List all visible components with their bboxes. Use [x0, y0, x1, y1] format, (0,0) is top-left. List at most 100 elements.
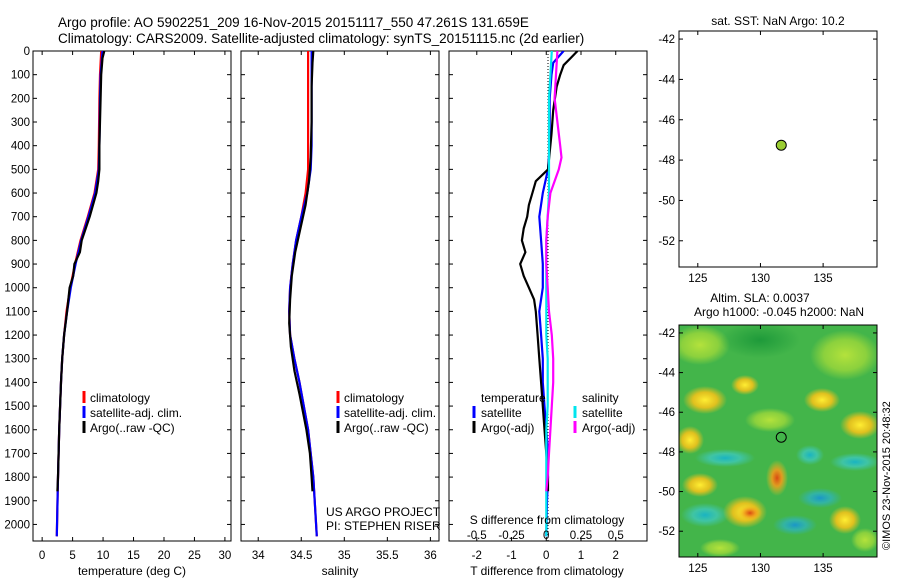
sla-heatmap	[679, 325, 877, 557]
depth-tick-label: 200	[11, 93, 30, 105]
difference-legend: temperature salinity satellite Argo(-adj…	[472, 391, 635, 435]
legend-label-t-satellite: satellite	[481, 406, 522, 420]
legend-label-argo: Argo(..raw -QC)	[344, 421, 429, 435]
lat-tick-label: -44	[658, 74, 675, 86]
depth-tick-label: 800	[11, 235, 30, 247]
difference-xlabel: T difference from climatology	[470, 564, 624, 578]
depth-tick-label: 1200	[4, 330, 30, 342]
lon-tick-label: 135	[814, 273, 833, 285]
lat-tick-label: -52	[658, 236, 675, 248]
x-tick-label: 34.5	[290, 550, 312, 562]
legend-label-climatology: climatology	[344, 391, 404, 405]
imos-watermark: ©IMOS 23-Nov-2015 20:48:32	[881, 401, 893, 550]
series-line-argo	[56, 51, 106, 492]
lat-tick-label: -42	[658, 34, 675, 46]
sst-map-title: sat. SST: NaN Argo: 10.2	[711, 14, 845, 28]
salinity-legend: climatology satellite-adj. clim. Argo(..…	[336, 391, 436, 435]
sst-map-panel: sat. SST: NaN Argo: 10.2 125 130 135 -42 -44…	[658, 14, 878, 285]
project-credit: US ARGO PROJECT	[326, 505, 441, 519]
depth-tick-label: 400	[11, 141, 30, 153]
temperature-x-axis: 0 5 10 15 20 25 30	[39, 51, 231, 562]
lon-tick-label: 125	[688, 563, 707, 575]
depth-tick-label: 1500	[4, 401, 30, 413]
depth-tick-label: 1600	[4, 425, 30, 437]
lat-tick-label: -46	[658, 115, 675, 127]
salinity-y-ticks	[241, 50, 439, 525]
temperature-lines	[55, 51, 106, 537]
x-tick-label: 5	[69, 550, 75, 562]
lat-tick-label: -44	[658, 368, 675, 380]
temperature-legend: climatology satellite-adj. clim. Argo(..…	[82, 391, 182, 435]
sla-map-ticks: 125 130 135 -42 -44 -46 -48 -50 -52	[658, 325, 877, 575]
legend-label-satellite: satellite-adj. clim.	[344, 406, 436, 420]
sla-map-subtitle: Argo h1000: -0.045 h2000: NaN	[694, 305, 864, 319]
series-line-argo	[288, 51, 315, 492]
x-tick-label: -2	[472, 550, 482, 562]
temperature-xlabel: temperature (deg C)	[78, 564, 186, 578]
lon-tick-label: 125	[688, 273, 707, 285]
depth-tick-label: 1700	[4, 448, 30, 460]
difference-y-ticks	[449, 50, 647, 525]
depth-tick-label: 1400	[4, 377, 30, 389]
header-line2: Climatology: CARS2009. Satellite-adjuste…	[58, 31, 584, 46]
series-line-s-argo	[545, 51, 563, 492]
legend-label-t-argo: Argo(-adj)	[481, 421, 534, 435]
x-tick-label: 1	[578, 550, 584, 562]
depth-tick-label: 1100	[5, 306, 30, 318]
temperature-panel: 0100200300400500600700800900100011001200…	[4, 46, 232, 578]
salinity-lines	[288, 51, 318, 537]
depth-tick-label: 900	[11, 259, 30, 271]
depth-tick-label: 1000	[4, 283, 30, 295]
salinity-difference-scale: -0.5 -0.25 0 0.25 0.5	[467, 530, 624, 542]
s-difference-label: S difference from climatology	[470, 513, 625, 527]
lon-tick-label: 135	[814, 563, 833, 575]
difference-panel: -2 -1 0 1 2 T difference from climatology S …	[448, 50, 648, 578]
depth-tick-label: 300	[11, 117, 30, 129]
x-tick-label: 25	[188, 550, 201, 562]
difference-lines	[519, 51, 579, 537]
sla-map-title: Altim. SLA: 0.0037	[710, 291, 810, 305]
float-position-ring	[775, 431, 787, 443]
depth-tick-label: 2000	[4, 519, 30, 531]
salinity-xlabel: salinity	[322, 564, 359, 578]
x-tick-label: 35.5	[376, 550, 398, 562]
series-line-s-satellite	[545, 51, 553, 537]
depth-tick-label: 500	[11, 164, 30, 176]
x-tick-label: 36	[424, 550, 437, 562]
legend-label-satellite: satellite-adj. clim.	[90, 406, 182, 420]
x-tick-label: 0	[543, 550, 549, 562]
legend-label-argo: Argo(..raw -QC)	[90, 421, 175, 435]
lat-tick-label: -48	[658, 447, 675, 459]
float-position-marker	[775, 139, 787, 151]
legend-title-salinity: salinity	[582, 391, 619, 405]
s-diff-tick-label: 0	[543, 530, 549, 542]
lat-tick-label: -50	[658, 195, 675, 207]
x-tick-label: -1	[506, 550, 516, 562]
depth-tick-label: 0	[24, 46, 30, 58]
lon-tick-label: 130	[751, 273, 770, 285]
depth-axis: 0 100 200 300 400 500 600 700 800 900 1000 1100 1200…	[4, 46, 231, 531]
difference-x-axis: -2 -1 0 1 2	[472, 51, 619, 562]
legend-label-climatology: climatology	[90, 391, 150, 405]
depth-tick-label: 1800	[4, 472, 30, 484]
lat-tick-label: -42	[658, 328, 675, 340]
salinity-x-axis: 34 34.5 35 35.5 36	[252, 51, 437, 562]
legend-label-s-argo: Argo(-adj)	[582, 421, 635, 435]
x-tick-label: 0	[39, 550, 45, 562]
legend-title-temperature: temperature	[481, 391, 546, 405]
sla-map-axes-box	[678, 324, 878, 558]
sla-map-panel: Altim. SLA: 0.0037 Argo h1000: -0.045 h2…	[658, 291, 893, 575]
x-tick-label: 10	[97, 550, 110, 562]
depth-tick-label: 600	[11, 188, 30, 200]
lat-tick-label: -46	[658, 407, 675, 419]
salinity-axes-box	[240, 50, 440, 542]
x-tick-label: 35	[338, 550, 351, 562]
lat-tick-label: -50	[658, 487, 675, 499]
salinity-panel: 34 34.5 35 35.5 36 salinity climatology sate…	[240, 50, 441, 578]
x-tick-label: 34	[252, 550, 265, 562]
lon-tick-label: 130	[751, 563, 770, 575]
x-tick-label: 30	[219, 550, 232, 562]
x-tick-label: 15	[127, 550, 140, 562]
s-diff-tick-label: -0.5	[467, 530, 487, 542]
